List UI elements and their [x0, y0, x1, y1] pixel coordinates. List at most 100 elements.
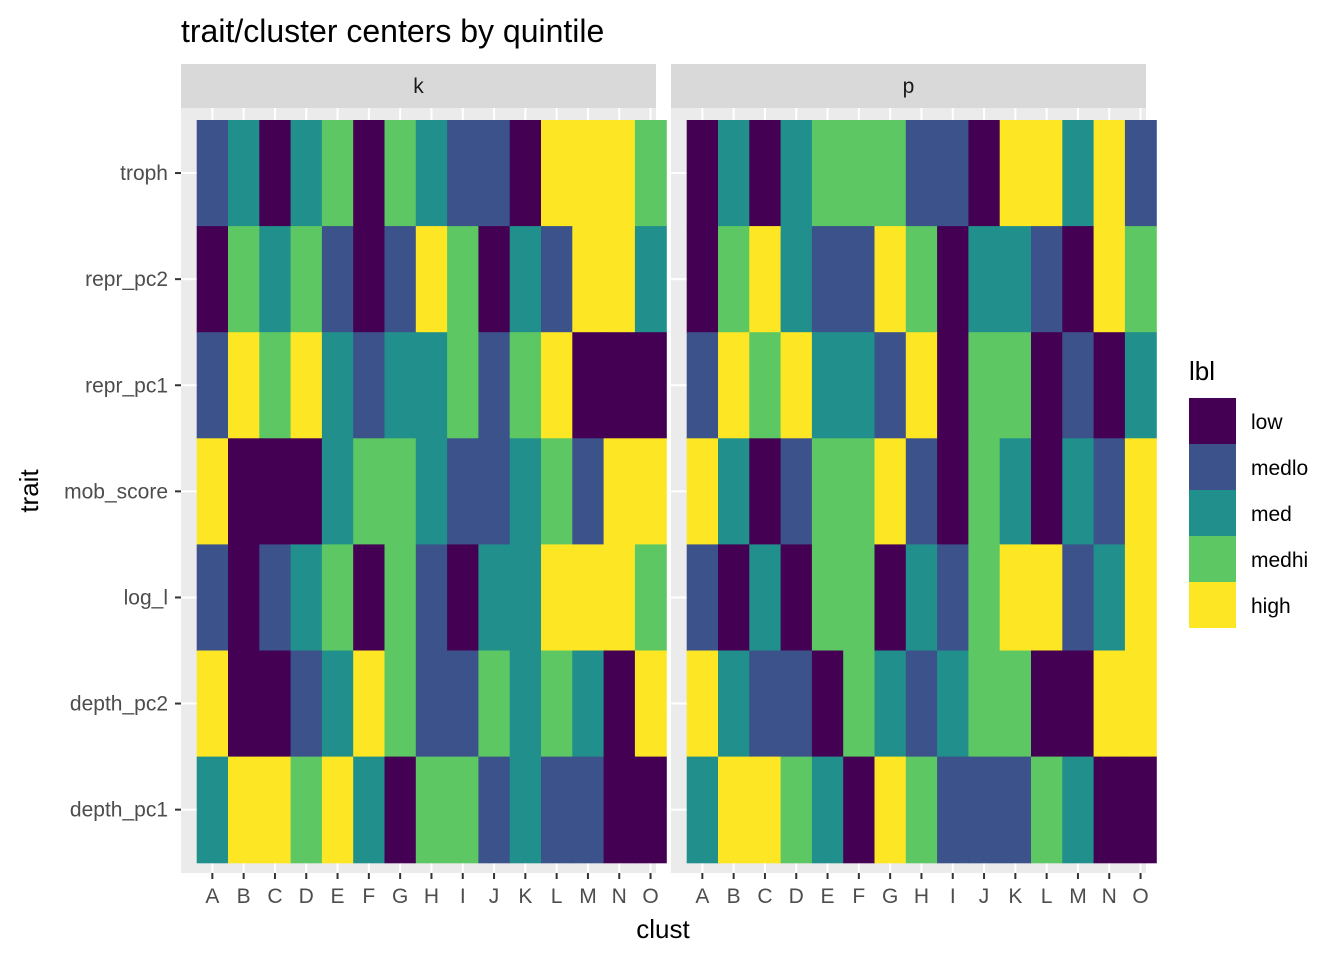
heatmap-cell: [447, 332, 479, 439]
heatmap-cell: [874, 120, 907, 227]
heatmap-cell: [415, 120, 448, 227]
heatmap-cell: [259, 438, 292, 545]
heatmap-cell: [634, 120, 667, 227]
heatmap-cell: [634, 650, 667, 758]
heatmap-cell: [1031, 544, 1063, 652]
heatmap-cell: [811, 438, 844, 545]
heatmap-cell: [353, 438, 386, 545]
x-tick-label: E: [821, 885, 835, 908]
legend-key: [1189, 536, 1236, 582]
heatmap-cell: [541, 226, 573, 333]
heatmap-cell: [718, 226, 750, 333]
heatmap-cell: [572, 120, 605, 227]
facet-strip: [181, 64, 656, 108]
heatmap-cell: [259, 332, 292, 439]
heatmap-cell: [509, 332, 542, 439]
heatmap-cell: [478, 226, 511, 333]
heatmap-cell: [1124, 226, 1157, 333]
y-axis: troph repr_pc2 repr_pc1 mob_score log_ldepth…: [64, 162, 181, 822]
heatmap-cell: [1031, 226, 1063, 333]
y-tick-label: repr_pc2: [85, 268, 168, 291]
heatmap-cell: [874, 438, 907, 545]
heatmap-cell: [415, 438, 448, 545]
heatmap-cell: [447, 650, 479, 758]
heatmap-cell: [603, 120, 636, 227]
x-tick-label: H: [914, 885, 929, 908]
heatmap-cell: [415, 544, 448, 652]
x-tick-label: F: [362, 885, 375, 908]
heatmap-cell: [999, 438, 1032, 545]
heatmap-cell: [321, 120, 354, 227]
heatmap-cell: [196, 756, 229, 864]
heatmap-cell: [1093, 650, 1126, 758]
heatmap-cell: [874, 226, 907, 333]
heatmap-cell: [541, 650, 573, 758]
x-tick-label: F: [852, 885, 865, 908]
heatmap-cell: [384, 226, 417, 333]
heatmap-cell: [259, 544, 292, 652]
x-tick-label: O: [1132, 885, 1148, 908]
heatmap-cell: [572, 438, 605, 545]
heatmap-cell: [968, 544, 1001, 652]
x-tick-label: A: [695, 885, 709, 908]
legend-label: low: [1251, 411, 1283, 434]
heatmap-cell: [780, 332, 813, 439]
heatmap-cell: [447, 438, 479, 545]
heatmap-cell: [811, 756, 844, 864]
x-tick-label: D: [789, 885, 804, 908]
y-tick-label: depth_pc2: [70, 693, 168, 716]
heatmap-cell: [1031, 120, 1063, 227]
heatmap-cell: [905, 650, 938, 758]
heatmap-cell: [1062, 438, 1095, 545]
heatmap-cell: [572, 544, 605, 652]
heatmap-cell: [1093, 756, 1126, 864]
facet-panel-k: k A B C D E F G H I J K L M N O: [181, 64, 667, 908]
x-tick-label: C: [757, 885, 772, 908]
heatmap-cell: [196, 544, 229, 652]
heatmap-cell: [999, 226, 1032, 333]
legend-label: med: [1251, 503, 1292, 526]
heatmap-cell: [603, 438, 636, 545]
heatmap-cell: [1031, 756, 1063, 864]
heatmap-cell: [686, 650, 719, 758]
heatmap-cell: [228, 226, 260, 333]
heatmap-cell: [384, 650, 417, 758]
y-tick-label: log_l: [124, 586, 168, 609]
heatmap-cell: [259, 756, 292, 864]
heatmap-cell: [749, 332, 782, 439]
x-tick-label: N: [612, 885, 627, 908]
heatmap-cell: [290, 438, 323, 545]
heatmap-cell: [718, 756, 750, 864]
heatmap-cell: [843, 544, 876, 652]
heatmap-cell: [1124, 332, 1157, 439]
x-tick-label: B: [237, 885, 251, 908]
heatmap-cell: [384, 120, 417, 227]
heatmap-cell: [1062, 544, 1095, 652]
heatmap-cell: [749, 650, 782, 758]
heatmap-cell: [196, 438, 229, 545]
heatmap-cell: [905, 756, 938, 864]
heatmap-cell: [999, 332, 1032, 439]
legend-label: high: [1251, 595, 1291, 618]
heatmap-cell: [780, 544, 813, 652]
heatmap-cell: [749, 120, 782, 227]
heatmap-cell: [478, 332, 511, 439]
heatmap-cell: [937, 544, 969, 652]
heatmap-cell: [259, 650, 292, 758]
heatmap-cell: [353, 756, 386, 864]
heatmap-cell: [937, 120, 969, 227]
heatmap-cell: [353, 650, 386, 758]
heatmap-cell: [509, 756, 542, 864]
heatmap-cell: [321, 544, 354, 652]
heatmap-cell: [259, 120, 292, 227]
heatmap-cell: [290, 756, 323, 864]
heatmap-cell: [999, 544, 1032, 652]
heatmap-cell: [321, 226, 354, 333]
legend-key: [1189, 444, 1236, 490]
heatmap-cell: [384, 544, 417, 652]
heatmap-cell: [634, 226, 667, 333]
facet-panels: kA B C D E F G H I J K L M N OpA B C D E F G H I J K L M N Otrophrep…: [64, 64, 1157, 908]
heatmap-cell: [686, 438, 719, 545]
heatmap-cell: [843, 226, 876, 333]
y-tick-label: depth_pc1: [70, 799, 168, 822]
